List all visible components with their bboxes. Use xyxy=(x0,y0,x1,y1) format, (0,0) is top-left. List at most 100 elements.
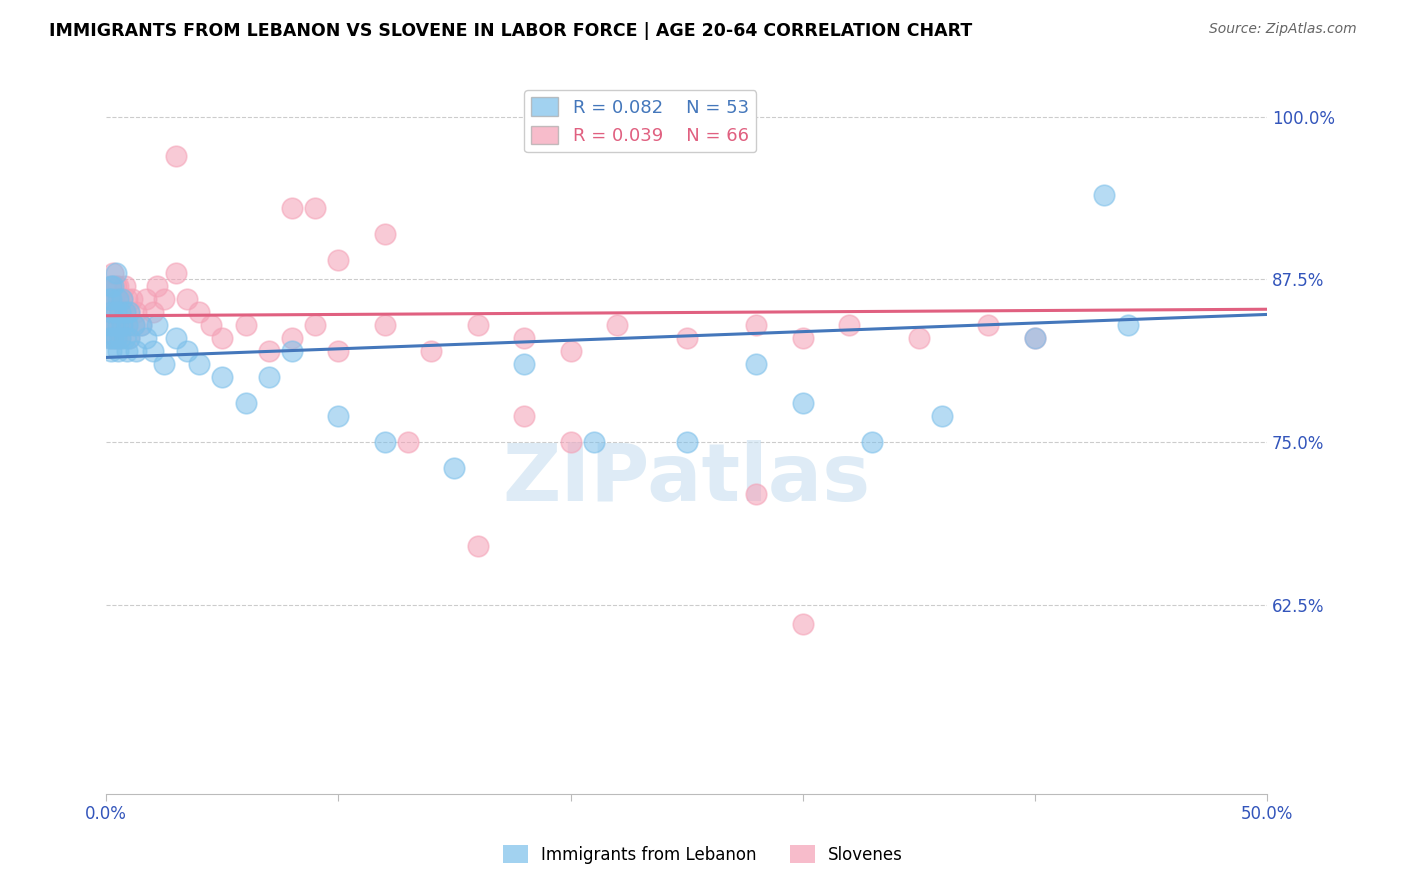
Point xyxy=(103,318,125,332)
Point xyxy=(907,331,929,345)
Point xyxy=(118,305,141,319)
Point xyxy=(1024,331,1046,345)
Point xyxy=(97,292,120,306)
Point xyxy=(103,266,125,280)
Point xyxy=(165,331,187,345)
Point xyxy=(745,318,768,332)
Point xyxy=(107,278,129,293)
Point xyxy=(328,343,350,358)
Point xyxy=(104,331,127,345)
Point xyxy=(107,318,129,332)
Point xyxy=(118,331,141,345)
Point xyxy=(135,331,157,345)
Point xyxy=(211,370,233,384)
Point xyxy=(420,343,443,358)
Point xyxy=(100,343,122,358)
Point xyxy=(560,343,582,358)
Point xyxy=(1024,331,1046,345)
Point xyxy=(142,343,165,358)
Point xyxy=(135,292,157,306)
Point xyxy=(153,292,176,306)
Point xyxy=(513,357,536,371)
Point xyxy=(100,331,122,345)
Point xyxy=(745,357,768,371)
Point xyxy=(606,318,628,332)
Point xyxy=(107,318,129,332)
Point xyxy=(467,539,489,553)
Point xyxy=(374,227,396,241)
Point xyxy=(111,292,134,306)
Point xyxy=(103,318,125,332)
Point xyxy=(188,305,211,319)
Point xyxy=(118,331,141,345)
Point xyxy=(165,148,187,162)
Point xyxy=(153,357,176,371)
Text: Source: ZipAtlas.com: Source: ZipAtlas.com xyxy=(1209,22,1357,37)
Point xyxy=(104,266,127,280)
Point xyxy=(146,278,169,293)
Point xyxy=(328,409,350,423)
Point xyxy=(97,292,120,306)
Point xyxy=(108,305,131,319)
Point xyxy=(200,318,222,332)
Point xyxy=(176,292,198,306)
Point xyxy=(118,305,141,319)
Point xyxy=(443,461,465,475)
Point xyxy=(125,343,148,358)
Point xyxy=(513,409,536,423)
Point xyxy=(122,318,145,332)
Point xyxy=(257,343,280,358)
Point xyxy=(281,343,304,358)
Point xyxy=(560,435,582,450)
Point xyxy=(100,305,122,319)
Point xyxy=(104,305,127,319)
Point xyxy=(281,201,304,215)
Point xyxy=(104,305,127,319)
Point xyxy=(97,318,120,332)
Point xyxy=(97,318,120,332)
Point xyxy=(745,487,768,501)
Legend: Immigrants from Lebanon, Slovenes: Immigrants from Lebanon, Slovenes xyxy=(496,838,910,871)
Point xyxy=(100,292,122,306)
Legend: R = 0.082    N = 53, R = 0.039    N = 66: R = 0.082 N = 53, R = 0.039 N = 66 xyxy=(524,90,756,153)
Point xyxy=(111,318,134,332)
Point xyxy=(100,305,122,319)
Point xyxy=(792,331,814,345)
Point xyxy=(860,435,883,450)
Point xyxy=(115,292,138,306)
Point xyxy=(103,292,125,306)
Point xyxy=(513,331,536,345)
Point xyxy=(188,357,211,371)
Point xyxy=(396,435,419,450)
Point xyxy=(1092,187,1115,202)
Point xyxy=(1116,318,1139,332)
Point xyxy=(211,331,233,345)
Text: IMMIGRANTS FROM LEBANON VS SLOVENE IN LABOR FORCE | AGE 20-64 CORRELATION CHART: IMMIGRANTS FROM LEBANON VS SLOVENE IN LA… xyxy=(49,22,973,40)
Point xyxy=(97,331,120,345)
Point xyxy=(103,278,125,293)
Point xyxy=(374,435,396,450)
Point xyxy=(142,305,165,319)
Point xyxy=(108,331,131,345)
Point xyxy=(121,292,143,306)
Point xyxy=(125,305,148,319)
Point xyxy=(176,343,198,358)
Point xyxy=(107,292,129,306)
Point xyxy=(111,292,134,306)
Point xyxy=(115,343,138,358)
Point xyxy=(108,305,131,319)
Point xyxy=(100,278,122,293)
Point xyxy=(304,201,326,215)
Point xyxy=(792,396,814,410)
Point xyxy=(108,331,131,345)
Point xyxy=(107,343,129,358)
Point xyxy=(114,278,136,293)
Point xyxy=(107,292,129,306)
Point xyxy=(582,435,605,450)
Point xyxy=(129,318,152,332)
Point xyxy=(114,331,136,345)
Point xyxy=(281,331,304,345)
Point xyxy=(374,318,396,332)
Point xyxy=(838,318,860,332)
Point xyxy=(675,331,697,345)
